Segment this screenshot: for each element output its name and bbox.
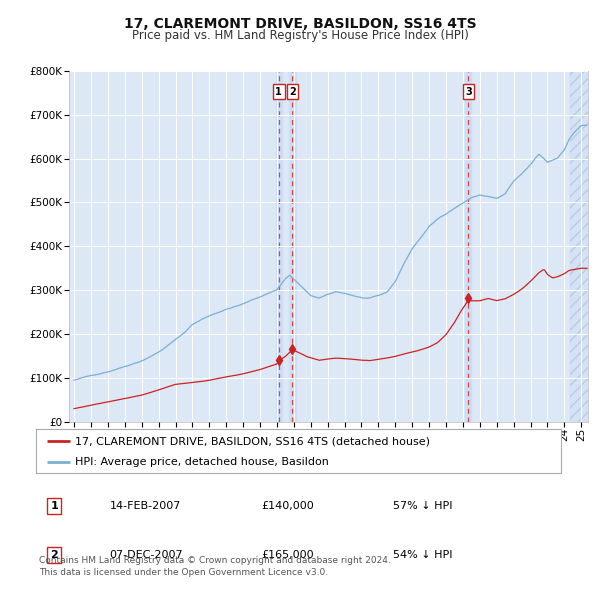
Text: £140,000: £140,000 bbox=[262, 502, 314, 512]
Bar bbox=[570, 71, 588, 422]
Text: £165,000: £165,000 bbox=[262, 550, 314, 560]
Bar bbox=[570, 71, 588, 422]
Text: 1: 1 bbox=[275, 87, 282, 97]
Text: 17, CLAREMONT DRIVE, BASILDON, SS16 4TS: 17, CLAREMONT DRIVE, BASILDON, SS16 4TS bbox=[124, 17, 476, 31]
Text: 54% ↓ HPI: 54% ↓ HPI bbox=[393, 550, 452, 560]
Text: 07-DEC-2007: 07-DEC-2007 bbox=[110, 550, 183, 560]
Text: 3: 3 bbox=[465, 87, 472, 97]
Text: 14-FEB-2007: 14-FEB-2007 bbox=[110, 502, 181, 512]
Text: 1: 1 bbox=[50, 502, 58, 512]
Text: 2: 2 bbox=[289, 87, 296, 97]
Text: 2: 2 bbox=[50, 550, 58, 560]
Text: 57% ↓ HPI: 57% ↓ HPI bbox=[393, 502, 452, 512]
Text: 17, CLAREMONT DRIVE, BASILDON, SS16 4TS (detached house): 17, CLAREMONT DRIVE, BASILDON, SS16 4TS … bbox=[76, 437, 430, 446]
Bar bbox=[465, 71, 472, 422]
Text: HPI: Average price, detached house, Basildon: HPI: Average price, detached house, Basi… bbox=[76, 457, 329, 467]
Bar bbox=[276, 71, 282, 422]
Text: Contains HM Land Registry data © Crown copyright and database right 2024.
This d: Contains HM Land Registry data © Crown c… bbox=[39, 556, 391, 577]
Text: Price paid vs. HM Land Registry's House Price Index (HPI): Price paid vs. HM Land Registry's House … bbox=[131, 29, 469, 42]
Bar bbox=[289, 71, 296, 422]
